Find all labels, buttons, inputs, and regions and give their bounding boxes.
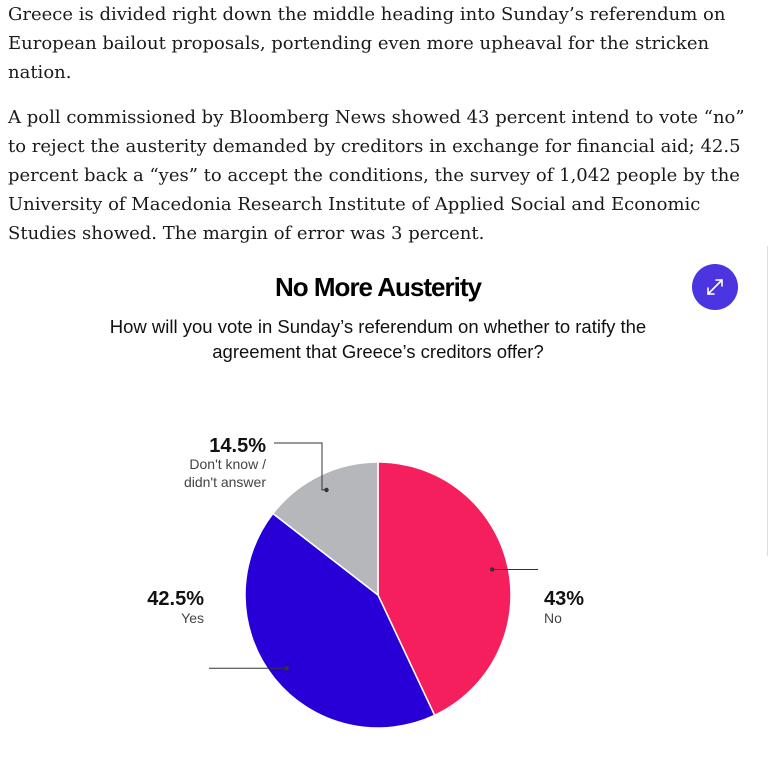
article-paragraph: A poll commissioned by Bloomberg News sh… <box>8 107 745 244</box>
data-label-value: 43% <box>544 588 584 610</box>
leader-dot-yes <box>284 666 289 671</box>
data-label-category: Don't know / didn't answer <box>184 456 266 490</box>
data-label-value: 14.5% <box>209 435 266 457</box>
leader-dot-don-t-know-didn-t-answer <box>324 487 329 493</box>
pie-slice-no <box>377 461 512 717</box>
leader-line-don-t-know-didn-t-answer <box>274 442 327 491</box>
data-label-category: No <box>544 610 562 626</box>
expand-arrows-icon <box>707 279 723 295</box>
expand-chart-button[interactable] <box>692 264 738 310</box>
data-label-category: Yes <box>181 610 204 626</box>
article-body: Greece is divided right down the middle … <box>8 0 748 264</box>
chart-subtitle: How will you vote in Sunday’s referendum… <box>109 316 647 362</box>
pie-slice-don-t-know-didn-t-answer <box>271 461 379 597</box>
chart-title: No More Austerity <box>275 272 482 302</box>
data-label-value: 42.5% <box>147 588 204 610</box>
article-paragraph: Greece is divided right down the middle … <box>8 4 726 83</box>
divider <box>767 246 768 556</box>
pie-slice-yes <box>244 512 436 729</box>
leader-dot-no <box>490 567 495 572</box>
